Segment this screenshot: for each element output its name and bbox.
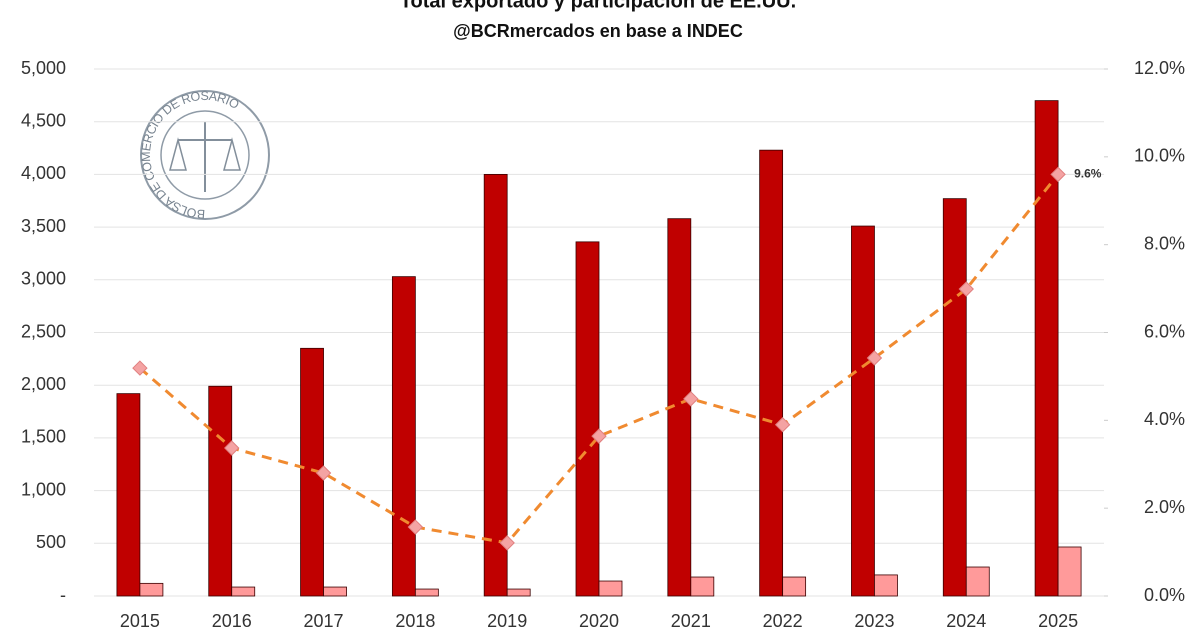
bar xyxy=(414,588,439,597)
x-tick-label: 2018 xyxy=(395,611,435,630)
y2-tick-label: 6.0% xyxy=(1144,321,1185,341)
y2-tick-label: 8.0% xyxy=(1144,233,1185,253)
y-tick-label: 1,000 xyxy=(21,479,66,499)
x-tick-label: 2023 xyxy=(854,611,894,630)
chart-subtitle: @BCRmercados en base a INDEC xyxy=(453,21,743,41)
line-marker xyxy=(591,428,607,444)
y-tick-label: 2,500 xyxy=(21,321,66,341)
bar xyxy=(506,588,531,597)
bar xyxy=(231,586,256,597)
x-tick-label: 2022 xyxy=(763,611,803,630)
y-tick-label: 2,000 xyxy=(21,374,66,394)
x-tick-label: 2020 xyxy=(579,611,619,630)
line-marker xyxy=(958,281,974,297)
x-tick-label: 2016 xyxy=(212,611,252,630)
line-marker xyxy=(499,535,515,551)
x-tick-label: 2021 xyxy=(671,611,711,630)
bar xyxy=(116,393,141,597)
y2-tick-label: 12.0% xyxy=(1134,58,1185,78)
bar xyxy=(575,241,600,597)
logo-icon xyxy=(169,137,241,171)
bar xyxy=(208,385,233,597)
logo-ring xyxy=(140,90,270,220)
bar xyxy=(690,576,715,597)
line-marker xyxy=(407,519,424,535)
y2-tick-label: 0.0% xyxy=(1144,585,1185,605)
line-marker xyxy=(315,465,332,481)
bar xyxy=(851,225,875,597)
bar xyxy=(782,576,807,597)
y-tick-label: 4,000 xyxy=(21,163,66,183)
y-tick-label: 5,000 xyxy=(21,58,66,78)
y-tick-label: - xyxy=(60,585,66,605)
line-marker xyxy=(774,417,791,433)
line xyxy=(138,173,1060,545)
bar xyxy=(759,149,784,597)
bar xyxy=(139,582,164,597)
bar xyxy=(942,198,967,597)
line-marker xyxy=(1050,166,1066,183)
y2-tick-label: 10.0% xyxy=(1134,146,1185,166)
y-tick-label: 4,500 xyxy=(21,110,66,130)
bar xyxy=(483,173,508,597)
data-label: 9.6% xyxy=(1074,167,1102,181)
line-marker xyxy=(132,360,148,376)
y-tick-label: 3,000 xyxy=(21,269,66,289)
x-tick-label: 2015 xyxy=(120,611,160,630)
bar xyxy=(1057,546,1082,597)
x-tick-label: 2024 xyxy=(946,611,986,630)
bar xyxy=(1034,100,1059,597)
bar xyxy=(598,580,623,597)
y2-tick-label: 4.0% xyxy=(1144,409,1185,429)
bar xyxy=(323,586,347,597)
line-marker xyxy=(224,440,240,456)
logo-ring xyxy=(160,110,250,200)
y-tick-label: 1,500 xyxy=(21,427,66,447)
bar xyxy=(965,566,990,597)
bar xyxy=(874,574,898,597)
x-tick-label: 2019 xyxy=(487,611,527,630)
y2-tick-label: 2.0% xyxy=(1144,497,1185,517)
chart-title: Total exportado y participación de EE.UU… xyxy=(400,0,796,12)
line-marker xyxy=(866,350,883,366)
y-tick-label: 500 xyxy=(36,532,66,552)
y-tick-label: 3,500 xyxy=(21,216,66,236)
bar xyxy=(391,276,416,597)
x-tick-label: 2025 xyxy=(1038,611,1078,630)
x-tick-label: 2017 xyxy=(304,611,344,630)
line-marker xyxy=(683,391,699,407)
